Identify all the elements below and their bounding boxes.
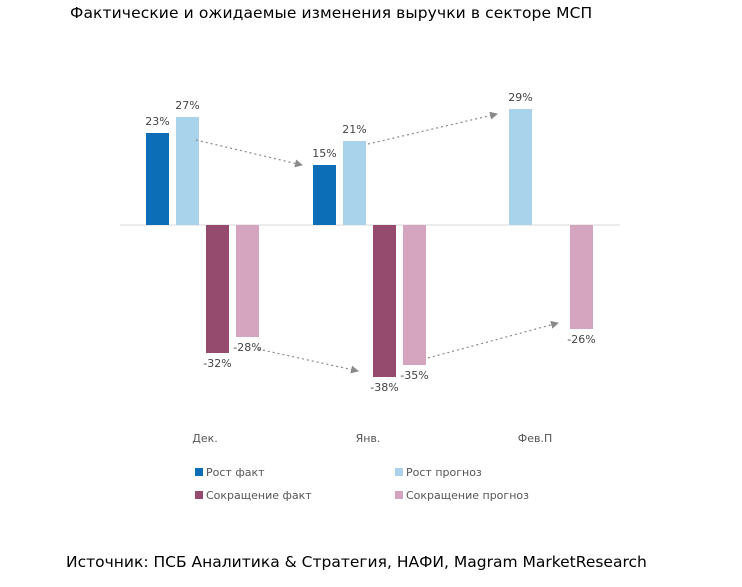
data-label-2-1: 27%: [175, 99, 199, 112]
data-label-2-2: 21%: [342, 123, 366, 136]
source-note: Источник: ПСБ Аналитика & Стратегия, НАФ…: [66, 553, 647, 571]
category-label-2: Янв.: [356, 432, 381, 445]
legend-swatch-4: [395, 491, 403, 499]
legend-label-4: Сокращение прогноз: [406, 489, 529, 502]
data-label-3-1: -32%: [203, 357, 231, 370]
legend-swatch-3: [195, 491, 203, 499]
trend-arrow-3: [257, 348, 359, 374]
chart-title: Фактические и ожидаемые изменения выручк…: [70, 4, 593, 22]
legend-swatch-2: [395, 468, 403, 476]
bar-1-1: [146, 133, 169, 225]
data-label-4-1: -28%: [233, 341, 261, 354]
bar-chart: 23% 15% 27% 21% 29% -32% -38% -28% -35% -26% Дек.…: [120, 91, 620, 502]
data-label-4-2: -35%: [400, 369, 428, 382]
trend-arrow-4: [427, 320, 559, 359]
data-label-1-1: 23%: [145, 115, 169, 128]
legend-label-1: Рост факт: [206, 466, 265, 479]
legend-label-2: Рост прогноз: [406, 466, 482, 479]
bar-2-2: [343, 141, 366, 225]
trend-arrow-1: [195, 139, 303, 168]
bar-2-3: [509, 109, 532, 225]
trend-arrow-2: [367, 111, 498, 145]
legend-swatch-1: [195, 468, 203, 476]
data-label-3-2: -38%: [370, 381, 398, 394]
category-label-3: Фев.П: [518, 432, 553, 445]
legend-label-3: Сокращение факт: [206, 489, 312, 502]
bar-3-1: [206, 225, 229, 353]
data-label-1-2: 15%: [312, 147, 336, 160]
bar-4-3: [570, 225, 593, 329]
bar-4-1: [236, 225, 259, 337]
data-label-2-3: 29%: [508, 91, 532, 104]
bar-3-2: [373, 225, 396, 377]
category-label-1: Дек.: [192, 432, 218, 445]
bar-2-1: [176, 117, 199, 225]
bar-4-2: [403, 225, 426, 365]
data-label-4-3: -26%: [567, 333, 595, 346]
bar-1-2: [313, 165, 336, 225]
